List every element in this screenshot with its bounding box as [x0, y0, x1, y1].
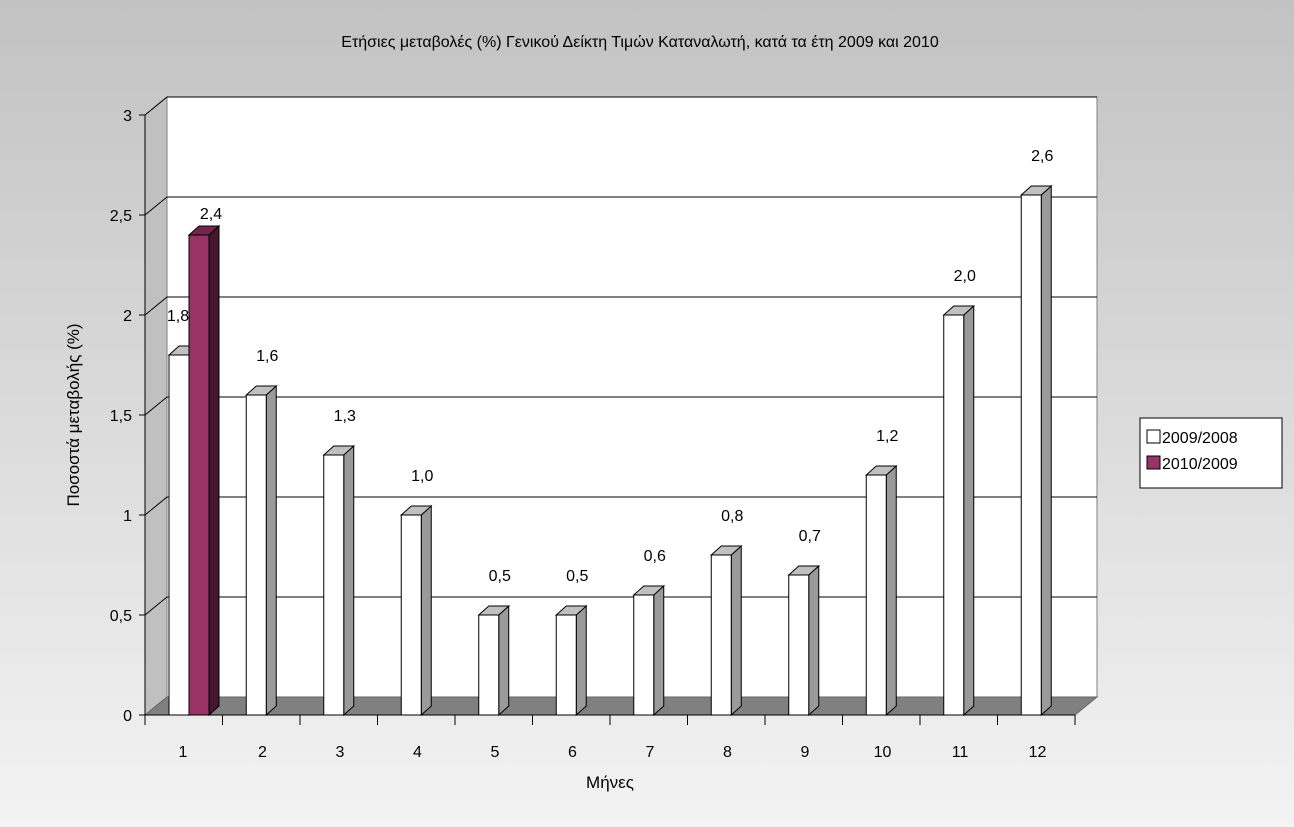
bar-2009-2008-side	[886, 466, 896, 715]
bar-2009-2008	[401, 506, 431, 715]
bar-2009-2008	[324, 446, 354, 715]
data-label-2009-2008: 0,7	[799, 528, 821, 545]
bar-2009-2008	[479, 606, 509, 715]
bar-2009-2008-front	[401, 515, 421, 715]
data-label-2010-2009: 2,4	[200, 206, 222, 223]
bar-2009-2008-side	[344, 446, 354, 715]
x-tick-label: 8	[723, 744, 732, 761]
bar-2009-2008-side	[499, 606, 509, 715]
bar-2009-2008-front	[866, 475, 886, 715]
bar-2009-2008-side	[421, 506, 431, 715]
bar-2009-2008-side	[654, 586, 664, 715]
x-axis-label: Μήνες	[586, 773, 634, 792]
y-tick-label: 0,5	[110, 608, 132, 625]
chart-title: Ετήσιες μεταβολές (%) Γενικού Δείκτη Τιμ…	[341, 34, 939, 51]
legend-box	[1140, 418, 1282, 488]
bar-2009-2008	[1021, 186, 1051, 715]
bar-2009-2008-front	[944, 315, 964, 715]
bar-2009-2008-side	[731, 546, 741, 715]
y-tick-label: 0	[123, 708, 132, 725]
y-tick-label: 2	[123, 308, 132, 325]
data-label-2009-2008: 0,6	[644, 548, 666, 565]
bar-2010-2009-side	[209, 226, 219, 715]
bar-2009-2008	[556, 606, 586, 715]
legend-swatch	[1147, 430, 1160, 443]
legend-label: 2010/2009	[1162, 456, 1238, 473]
bar-2009-2008-side	[1041, 186, 1051, 715]
data-label-2009-2008: 1,6	[256, 348, 278, 365]
data-label-2009-2008: 0,8	[721, 508, 743, 525]
x-tick-label: 7	[646, 744, 655, 761]
bar-2009-2008	[944, 306, 974, 715]
bar-2009-2008	[246, 386, 276, 715]
data-label-2009-2008: 1,3	[334, 408, 356, 425]
bar-2009-2008-side	[964, 306, 974, 715]
data-label-2009-2008: 1,2	[876, 428, 898, 445]
bar-2009-2008-front	[556, 615, 576, 715]
bar-2009-2008-side	[576, 606, 586, 715]
bar-2009-2008-side	[266, 386, 276, 715]
bar-2009-2008-side	[809, 566, 819, 715]
data-label-2009-2008: 0,5	[489, 568, 511, 585]
legend-label: 2009/2008	[1162, 430, 1238, 447]
y-tick-label: 1	[123, 508, 132, 525]
bar-2009-2008-front	[711, 555, 731, 715]
x-tick-label: 6	[568, 744, 577, 761]
bar-2009-2008	[634, 586, 664, 715]
bar-2009-2008-front	[324, 455, 344, 715]
x-tick-label: 9	[801, 744, 810, 761]
x-tick-label: 1	[179, 744, 188, 761]
x-tick-label: 10	[874, 744, 892, 761]
data-label-2009-2008: 1,8	[167, 308, 189, 325]
bar-2009-2008-front	[479, 615, 499, 715]
x-tick-label: 11	[952, 744, 969, 761]
y-axis-label: Ποσοστά μεταβολής (%)	[64, 323, 83, 506]
legend-swatch	[1147, 456, 1160, 469]
data-label-2009-2008: 2,0	[954, 268, 976, 285]
bar-2010-2009-front	[189, 235, 209, 715]
x-tick-label: 4	[413, 744, 422, 761]
y-tick-label: 2,5	[110, 208, 132, 225]
bar-2009-2008-front	[1021, 195, 1041, 715]
x-tick-label: 3	[336, 744, 345, 761]
bar-2009-2008-front	[169, 355, 189, 715]
x-tick-label: 12	[1029, 744, 1047, 761]
bar-2009-2008	[789, 566, 819, 715]
data-label-2009-2008: 2,6	[1031, 148, 1053, 165]
bar-2009-2008-front	[789, 575, 809, 715]
bar-2009-2008-front	[634, 595, 654, 715]
bar-2009-2008	[711, 546, 741, 715]
x-tick-label: 2	[258, 744, 267, 761]
y-tick-label: 1,5	[110, 408, 132, 425]
data-label-2009-2008: 0,5	[566, 568, 588, 585]
data-label-2009-2008: 1,0	[411, 468, 433, 485]
bar-2010-2009	[189, 226, 219, 715]
bar-2009-2008-front	[246, 395, 266, 715]
y-tick-label: 3	[123, 108, 132, 125]
x-tick-label: 5	[491, 744, 500, 761]
bar-2009-2008	[866, 466, 896, 715]
